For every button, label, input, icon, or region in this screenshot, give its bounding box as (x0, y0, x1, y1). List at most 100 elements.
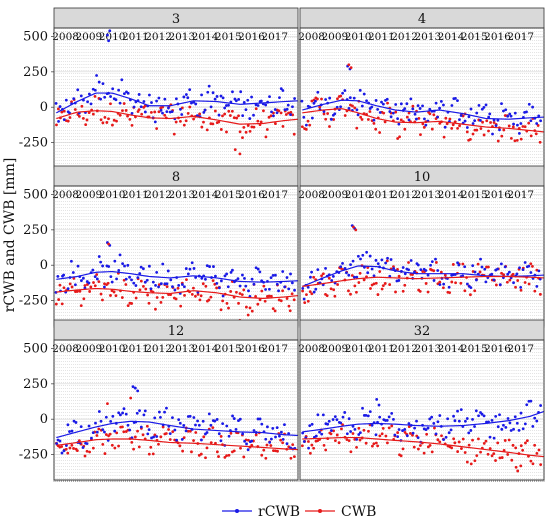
cwb-point (383, 282, 387, 285)
cwb-point (263, 299, 267, 303)
rcwb-point (364, 414, 368, 417)
cwb-point (324, 117, 328, 121)
rcwb-point (200, 438, 203, 442)
cwb-point (527, 121, 531, 125)
cwb-point (399, 118, 403, 122)
rcwb-point (219, 439, 223, 443)
rcwb-point (71, 271, 75, 274)
rcwb-point (330, 279, 334, 282)
cwb-point (433, 426, 436, 430)
rcwb-point (223, 106, 227, 110)
cwb-point (271, 307, 275, 311)
cwb-point (272, 449, 275, 453)
cwb-point (355, 445, 358, 449)
cwb-point (103, 116, 107, 119)
rcwb-point (366, 414, 370, 418)
cwb-point (149, 110, 153, 114)
facet-panel-3: 3 200820092010201120122013201420152016201… (19, 7, 299, 170)
y-tick-label: 0 (40, 412, 48, 427)
y-tick-label: 500 (23, 341, 48, 356)
cwb-point (274, 122, 277, 126)
cwb-point (430, 127, 434, 131)
rcwb-point (453, 97, 457, 100)
cwb-point (198, 298, 202, 302)
cwb-point (104, 433, 108, 436)
rcwb-point (179, 107, 182, 111)
cwb-point (182, 436, 186, 440)
rcwb-point (442, 282, 446, 286)
rcwb-point (219, 94, 223, 98)
rcwb-point (447, 431, 451, 435)
cwb-point (385, 259, 389, 263)
rcwb-point (124, 277, 128, 281)
rcwb-point (200, 276, 204, 280)
cwb-point (490, 454, 494, 458)
cwb-point (289, 456, 293, 460)
rcwb-point (137, 93, 141, 96)
cwb-point (130, 123, 134, 127)
cwb-point (424, 282, 428, 285)
y-tick-label: -250 (19, 136, 48, 151)
rcwb-point (289, 113, 292, 117)
rcwb-point (366, 271, 370, 275)
cwb-point (161, 295, 165, 299)
rcwb-point (132, 105, 136, 109)
cwb-point (445, 122, 449, 126)
rcwb-point (480, 265, 484, 269)
cwb-point (139, 279, 143, 283)
rcwb-point (502, 109, 505, 113)
cwb-point (418, 444, 422, 447)
rcwb-point (209, 423, 213, 427)
rcwb-point (428, 107, 432, 111)
rcwb-point (339, 105, 342, 109)
rcwb-point (155, 435, 159, 438)
rcwb-point (163, 282, 167, 286)
cwb-point (471, 438, 474, 442)
rcwb-point (81, 446, 85, 449)
rcwb-point (79, 94, 83, 98)
rcwb-point (289, 272, 292, 276)
rcwb-point (277, 289, 280, 293)
cwb-point (510, 458, 514, 462)
rcwb-point (324, 98, 328, 101)
cwb-point (209, 441, 213, 445)
cwb-point (524, 441, 527, 445)
cwb-point (498, 456, 502, 460)
year-label: 2008 (52, 31, 79, 43)
rcwb-point (89, 102, 93, 106)
cwb-point (92, 281, 95, 284)
rcwb-point (517, 131, 521, 135)
rcwb-point (396, 435, 400, 439)
cwb-point (322, 443, 326, 447)
cwb-point (475, 454, 479, 458)
cwb-point (390, 424, 394, 428)
rcwb-point (215, 418, 219, 421)
cwb-point (242, 455, 246, 459)
rcwb-point (256, 267, 260, 271)
rcwb-point (341, 261, 344, 265)
rcwb-point (475, 278, 478, 282)
rcwb-point (386, 256, 389, 260)
cwb-point (228, 114, 232, 117)
rcwb-point (388, 274, 392, 278)
rcwb-point (490, 419, 494, 422)
facet-panel-4: 4 200820092010201120122013201420152016201… (298, 7, 545, 170)
rcwb-point (205, 431, 209, 434)
cwb-point (332, 118, 336, 121)
cwb-point (421, 122, 425, 126)
year-label: 2017 (507, 189, 534, 201)
cwb-point (321, 272, 325, 276)
rcwb-point (232, 417, 236, 420)
cwb-point (121, 109, 124, 112)
cwb-point (463, 451, 467, 454)
cwb-point (409, 432, 412, 435)
year-label: 2013 (414, 31, 441, 43)
rcwb-point (509, 114, 513, 118)
cwb-point (350, 274, 354, 277)
rcwb-point (270, 110, 273, 114)
rcwb-point (465, 282, 469, 286)
rcwb-point (387, 415, 391, 419)
rcwb-point (286, 103, 290, 107)
rcwb-point (353, 427, 357, 431)
rcwb-point (312, 101, 316, 105)
